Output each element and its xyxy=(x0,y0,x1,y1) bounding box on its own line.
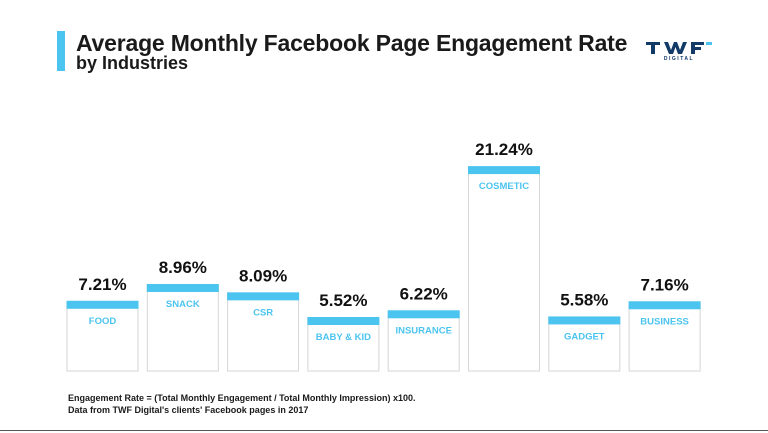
bar-outline xyxy=(548,316,621,372)
bar-outline xyxy=(227,292,300,372)
logo-subtext: DIGITAL xyxy=(663,56,695,62)
bar-outline xyxy=(146,284,219,372)
category-label: BUSINESS xyxy=(640,316,689,327)
bar-group: 7.16% BUSINESS xyxy=(628,275,701,372)
bar-group: 21.24% COSMETIC xyxy=(468,140,540,372)
data-label: 7.16% xyxy=(640,275,688,294)
data-label: 8.09% xyxy=(239,266,287,285)
bar-outline xyxy=(628,301,701,372)
title-accent-bar xyxy=(57,31,65,71)
bar xyxy=(307,317,380,326)
bar-outline xyxy=(307,317,380,372)
bar-group: 7.21% FOOD xyxy=(66,275,139,372)
category-label: SNACK xyxy=(166,299,200,310)
data-label: 8.96% xyxy=(159,258,207,277)
twf-logo-mark xyxy=(646,42,712,54)
chart-title: Average Monthly Facebook Page Engagement… xyxy=(76,30,628,56)
bar xyxy=(387,310,460,319)
bar-group: 8.96% SNACK xyxy=(146,258,219,372)
bar xyxy=(468,166,540,175)
bar xyxy=(146,283,219,292)
footnote-source: Data from TWF Digital's clients' Faceboo… xyxy=(68,405,309,415)
bar-group: 5.58% GADGET xyxy=(548,290,621,372)
bar-outline xyxy=(468,166,540,372)
category-label: COSMETIC xyxy=(479,181,529,192)
footnote-formula: Engagement Rate = (Total Monthly Engagem… xyxy=(68,393,416,403)
category-label: BABY & KID xyxy=(316,332,371,343)
category-label: INSURANCE xyxy=(395,325,451,336)
bar xyxy=(66,300,139,309)
bar xyxy=(628,301,701,310)
bar xyxy=(227,292,300,301)
data-label: 21.24% xyxy=(475,140,533,159)
bar-group: 5.52% BABY & KID xyxy=(307,291,380,372)
bar-outline xyxy=(387,310,460,372)
category-label: CSR xyxy=(253,307,273,318)
bar-group: 6.22% INSURANCE xyxy=(387,284,460,372)
twf-digital-logo: DIGITAL xyxy=(646,42,712,64)
bottom-divider xyxy=(0,430,768,431)
category-label: FOOD xyxy=(89,316,117,327)
data-label: 5.58% xyxy=(560,290,608,309)
chart-subtitle: by Industries xyxy=(76,53,189,73)
data-label: 5.52% xyxy=(319,291,367,310)
data-label: 7.21% xyxy=(78,275,126,294)
category-label: GADGET xyxy=(564,331,605,342)
bar xyxy=(548,316,621,325)
bar-group: 8.09% CSR xyxy=(227,266,300,372)
data-label: 6.22% xyxy=(400,284,448,303)
bar-outline xyxy=(66,301,139,372)
